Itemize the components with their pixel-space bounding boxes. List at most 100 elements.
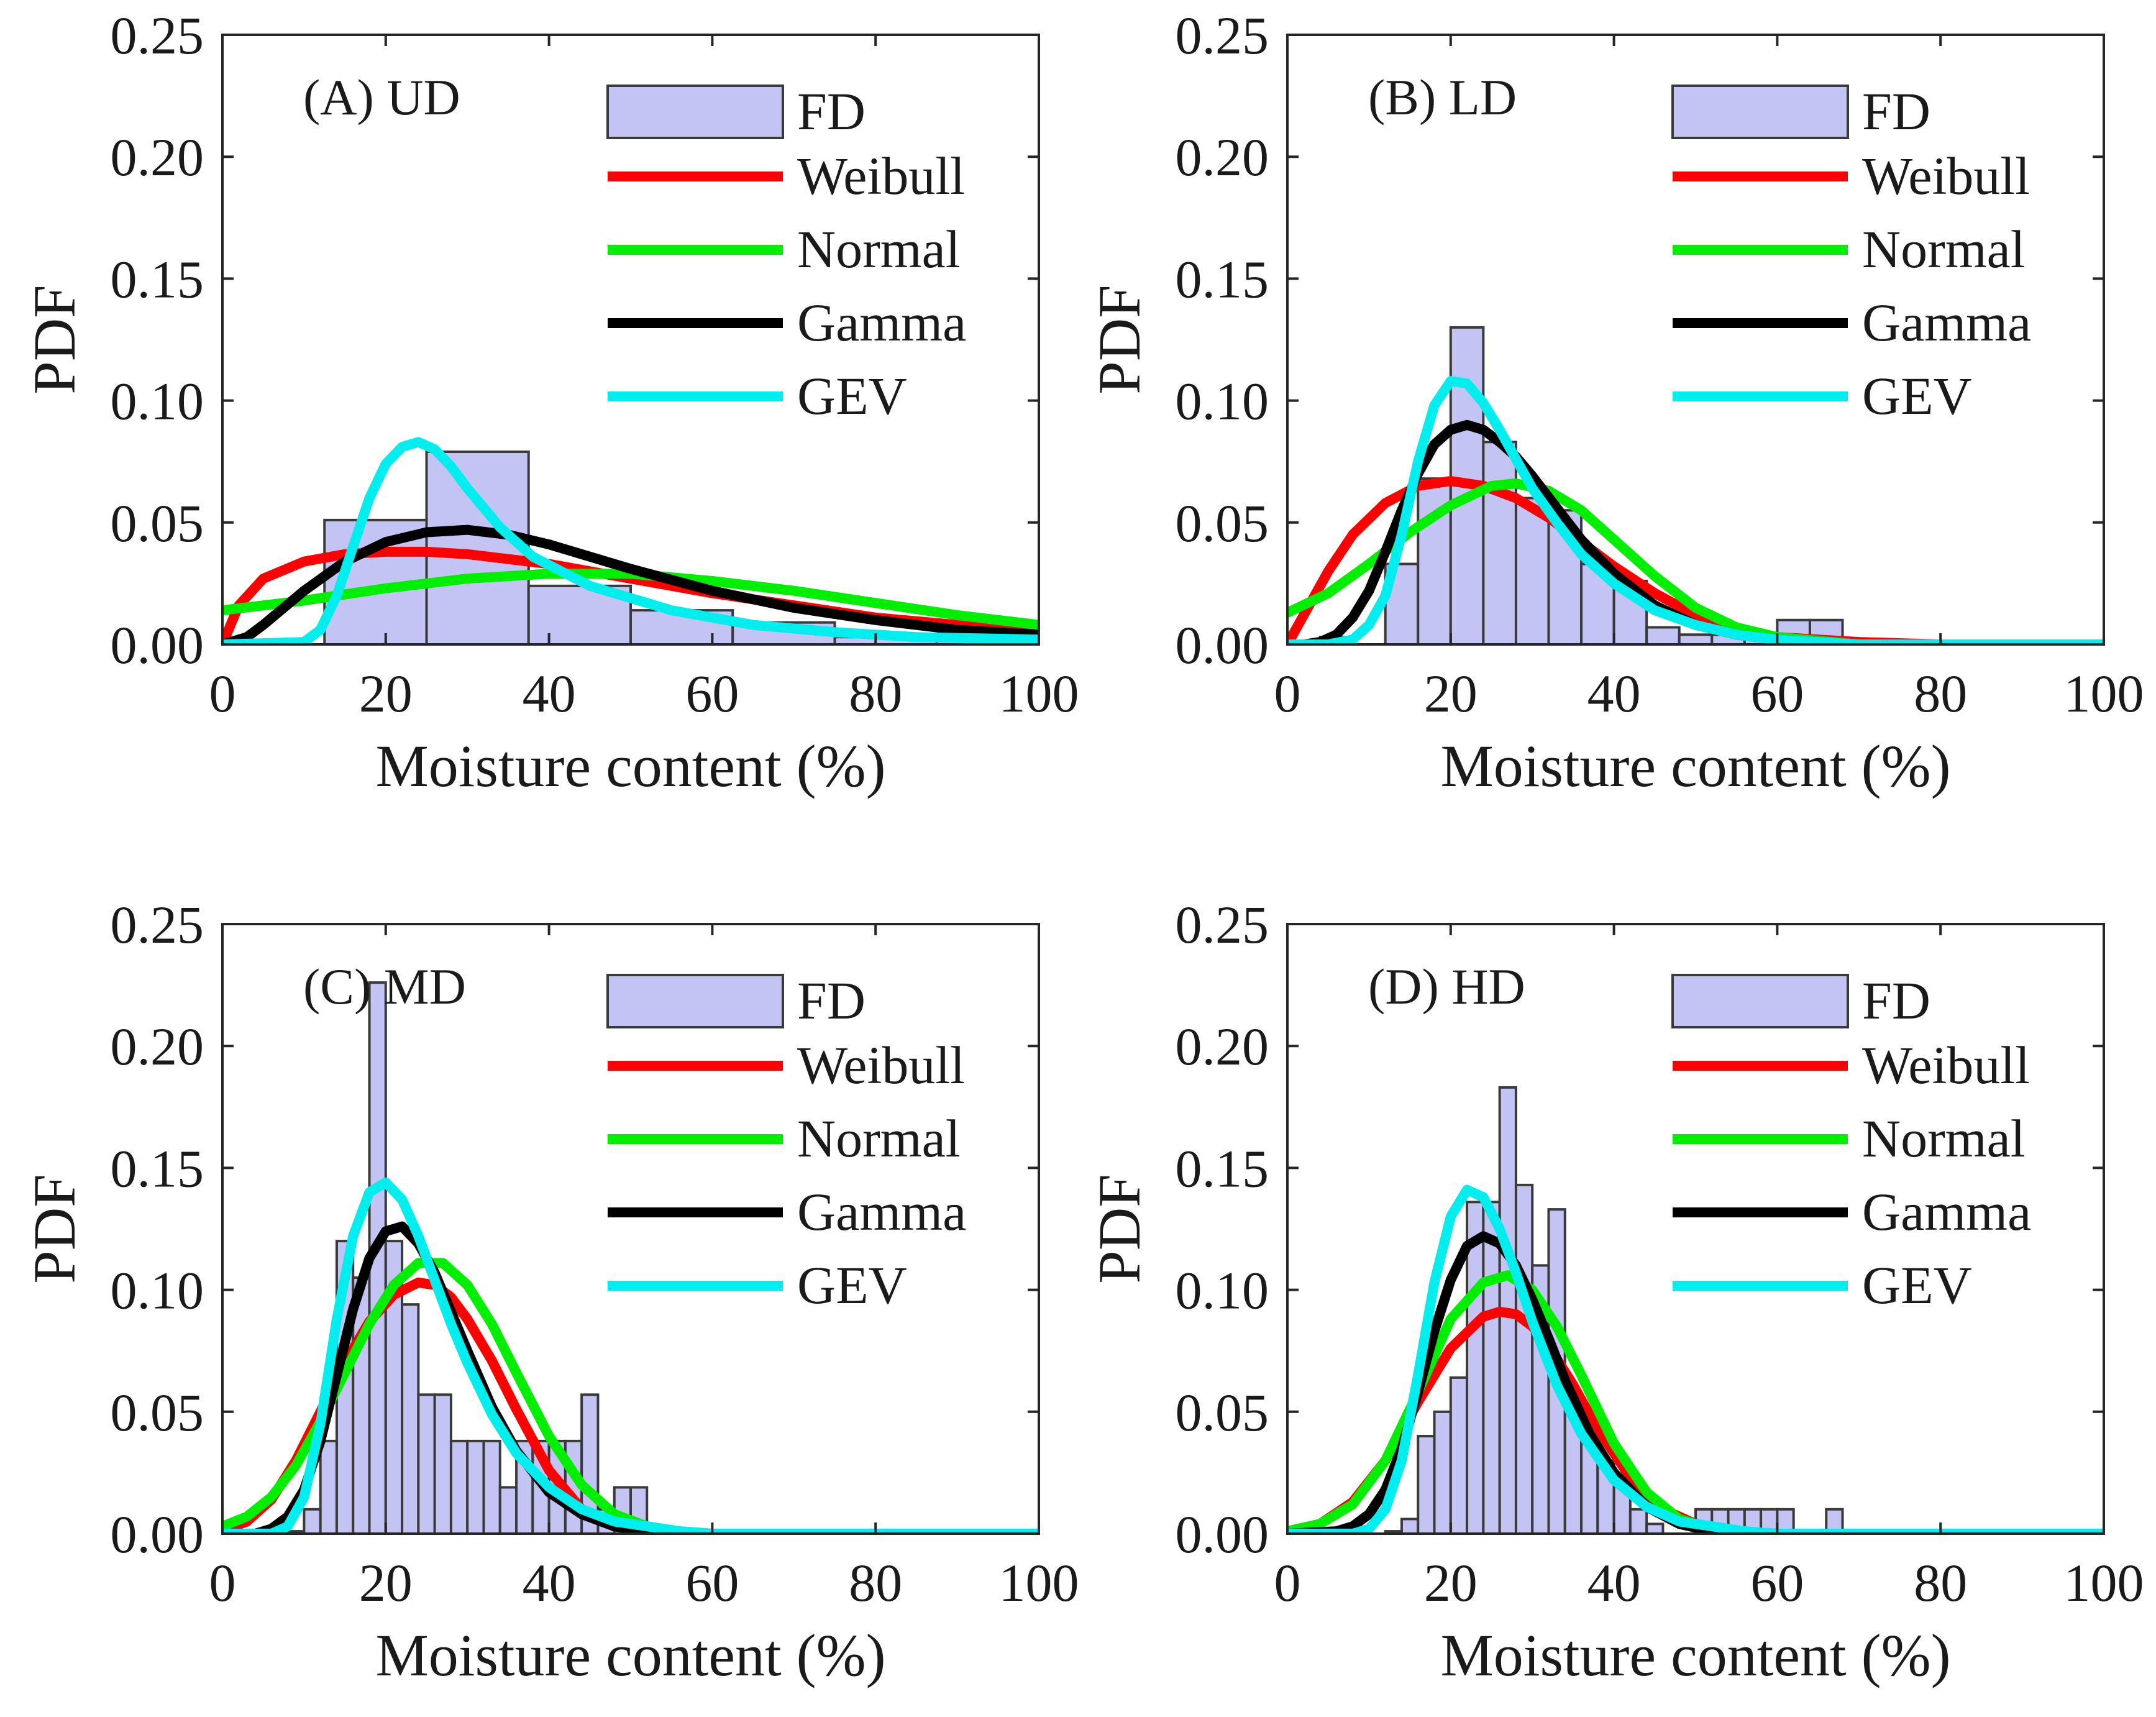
y-axis-label: PDF <box>1086 1174 1153 1283</box>
legend-label-normal: Normal <box>797 219 961 279</box>
y-tick-label: 0.25 <box>111 6 204 65</box>
x-tick-label: 0 <box>209 1553 236 1613</box>
legend-label-gamma: Gamma <box>1862 293 2031 352</box>
x-tick-label: 80 <box>1914 1553 1967 1613</box>
x-tick-label: 0 <box>1274 1553 1301 1613</box>
x-tick-label: 100 <box>2064 664 2144 723</box>
legend-label-gamma: Gamma <box>797 1182 966 1242</box>
x-tick-label: 100 <box>2064 1553 2144 1613</box>
x-tick-label: 80 <box>849 664 902 723</box>
legend-label-fd: FD <box>797 971 866 1030</box>
x-tick-label: 40 <box>1587 1553 1641 1613</box>
x-tick-label: 20 <box>359 664 413 723</box>
histogram-bar <box>1449 1376 1469 1534</box>
y-tick-label: 0.15 <box>1176 1138 1269 1198</box>
y-tick-label: 0.05 <box>1176 493 1269 553</box>
histogram-bar <box>1417 1435 1436 1534</box>
y-tick-label: 0.10 <box>111 372 204 431</box>
panel-title: (D) HD <box>1368 958 1525 1015</box>
y-tick-label: 0.10 <box>111 1261 204 1321</box>
y-axis-label: PDF <box>21 1174 88 1283</box>
histogram-bar <box>1400 1518 1420 1534</box>
x-tick-label: 40 <box>1587 664 1641 723</box>
x-tick-label: 100 <box>999 1553 1079 1613</box>
y-tick-label: 0.20 <box>1176 127 1269 187</box>
histogram-bar <box>1482 1201 1501 1534</box>
y-tick-label: 0.00 <box>1176 1504 1269 1564</box>
histogram-bar <box>498 1486 518 1534</box>
legend-label-weibull: Weibull <box>1862 146 2030 206</box>
panel-a: 0 20 40 60 80 100 0.00 0.05 0.10 0.15 0.20 0.25 Mois… <box>21 6 1079 799</box>
x-tick-label: 60 <box>1750 1553 1804 1613</box>
axes-frame <box>1286 34 2105 646</box>
legend-label-normal: Normal <box>797 1109 961 1168</box>
y-tick-label: 0.20 <box>111 1017 204 1076</box>
panel-title: (C) MD <box>303 958 466 1015</box>
curve-gev <box>222 1177 1039 1534</box>
histogram-bar <box>449 1439 469 1534</box>
histogram-bar <box>482 1439 501 1534</box>
legend-label-gev: GEV <box>1862 1255 1972 1315</box>
histogram-bar <box>319 1439 338 1534</box>
histogram-bar <box>303 1508 322 1534</box>
x-tick-label: 40 <box>523 664 576 723</box>
legend-label-gev: GEV <box>1862 366 1972 426</box>
histogram-bar <box>1645 626 1681 644</box>
y-tick-label: 0.10 <box>1176 372 1269 431</box>
histogram-bar <box>1678 633 1714 644</box>
histogram-bar <box>417 1393 436 1534</box>
legend-label-weibull: Weibull <box>1862 1035 2030 1095</box>
histogram-bar <box>1514 1183 1534 1534</box>
panel-b: 0 20 40 60 80 100 0.00 0.05 0.10 0.15 0.20 0.25 Mois… <box>1086 6 2144 799</box>
y-axis-label: PDF <box>21 285 88 394</box>
histogram-bar <box>433 1393 452 1534</box>
histogram-fd <box>286 981 649 1534</box>
y-tick-label: 0.00 <box>111 1504 204 1564</box>
x-axis-label: Moisture content (%) <box>1440 1622 1950 1688</box>
fitted-curves <box>222 437 1039 644</box>
x-tick-label: 0 <box>209 664 236 723</box>
y-tick-label: 0.05 <box>111 493 204 553</box>
y-tick-label: 0.25 <box>111 895 204 955</box>
x-tick-label: 60 <box>1750 664 1804 723</box>
legend-swatch-fd <box>1671 85 1849 139</box>
y-tick-label: 0.15 <box>111 249 204 309</box>
curve-gev <box>222 437 1039 644</box>
legend-label-fd: FD <box>797 81 866 141</box>
fitted-curves <box>1287 1184 2104 1534</box>
legend-label-gev: GEV <box>797 366 907 426</box>
x-tick-label: 20 <box>1424 1553 1478 1613</box>
legend-label-gamma: Gamma <box>1862 1182 2031 1242</box>
legend-label-fd: FD <box>1862 971 1930 1030</box>
x-tick-label: 60 <box>685 664 739 723</box>
panel-title: (A) UD <box>303 69 460 126</box>
y-tick-label: 0.25 <box>1176 6 1269 65</box>
x-axis-label: Moisture content (%) <box>375 733 885 799</box>
x-axis-label: Moisture content (%) <box>375 1622 885 1688</box>
y-tick-label: 0.10 <box>1176 1261 1269 1321</box>
curve-gev <box>1287 376 2104 644</box>
histogram-bar <box>1628 1508 1648 1534</box>
legend-label-normal: Normal <box>1862 219 2026 279</box>
panel-d: 0 20 40 60 80 100 0.00 0.05 0.10 0.15 0.20 0.25 Mois… <box>1086 895 2144 1688</box>
histogram-bar <box>401 1303 420 1534</box>
legend-label-weibull: Weibull <box>797 1035 965 1095</box>
y-tick-label: 0.00 <box>111 615 204 675</box>
histogram-bar <box>1482 441 1517 644</box>
axes-frame <box>1286 923 2105 1535</box>
legend-label-gev: GEV <box>797 1255 907 1315</box>
legend-swatch-fd <box>1671 974 1849 1028</box>
x-tick-label: 60 <box>685 1553 739 1613</box>
curve-gev <box>1287 1184 2104 1534</box>
curve-normal <box>1287 1270 2104 1534</box>
x-tick-label: 0 <box>1274 664 1301 723</box>
y-axis-label: PDF <box>1086 285 1153 394</box>
legend-label-fd: FD <box>1862 81 1930 141</box>
curve-gamma <box>222 524 1039 644</box>
histogram-fd <box>1318 326 1844 644</box>
panel-title: (B) LD <box>1368 69 1517 126</box>
